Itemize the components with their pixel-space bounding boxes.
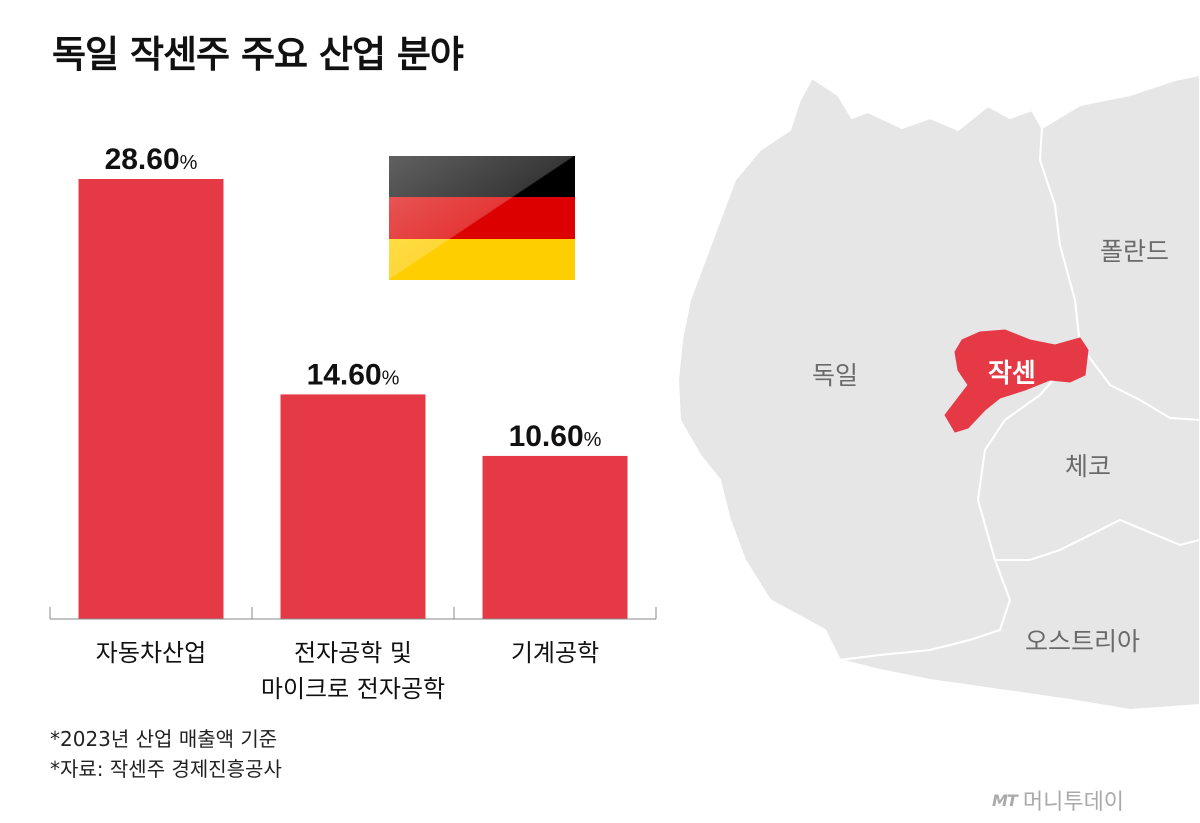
germany-flag-icon xyxy=(389,156,575,280)
map-label-czech: 체코 xyxy=(1065,452,1112,481)
bar-1 xyxy=(280,394,426,619)
category-label-1-1: 마이크로 전자공학 xyxy=(261,675,445,703)
flag-stripe-gold xyxy=(389,238,575,280)
bar-value-label-1: 14.60% xyxy=(307,358,400,391)
chart-title: 독일 작센주 주요 산업 분야 xyxy=(52,33,464,76)
map-label-austria: 오스트리아 xyxy=(1025,627,1141,656)
category-label-1-0: 전자공학 및 xyxy=(294,639,412,667)
bar-value-number-0: 28.60 xyxy=(105,143,180,176)
bar-value-unit-0: % xyxy=(180,152,198,174)
category-label-2-0: 기계공학 xyxy=(511,639,599,667)
note-source: *자료: 작센주 경제진흥공사 xyxy=(50,757,282,781)
bar-value-label-0: 28.60% xyxy=(105,143,198,176)
chart-notes: *2023년 산업 매출액 기준 *자료: 작센주 경제진흥공사 xyxy=(50,724,282,784)
flag-gloss xyxy=(389,156,575,280)
bar-0 xyxy=(78,179,224,619)
publisher-logo: MT 머니투데이 xyxy=(992,784,1124,816)
bar-value-unit-1: % xyxy=(382,367,400,389)
map-label-saxony: 작센 xyxy=(988,359,1036,389)
map-label-poland: 폴란드 xyxy=(1100,237,1170,266)
bar-value-unit-2: % xyxy=(584,429,602,451)
logo-text: 머니투데이 xyxy=(1022,790,1125,815)
logo-mark: MT xyxy=(992,790,1018,810)
austria-region xyxy=(839,518,1200,712)
bar-value-number-2: 10.60 xyxy=(509,420,584,453)
flag-stripe-black xyxy=(389,156,575,198)
saxony-region xyxy=(944,329,1089,433)
bar-value-number-1: 14.60 xyxy=(307,358,382,391)
note-basis: *2023년 산업 매출액 기준 xyxy=(50,727,278,751)
bar-2 xyxy=(482,455,628,619)
category-label-0-0: 자동차산업 xyxy=(96,639,206,667)
flag-stripe-red xyxy=(389,197,575,239)
map-label-germany: 독일 xyxy=(812,361,859,390)
bar-value-label-2: 10.60% xyxy=(509,420,602,453)
